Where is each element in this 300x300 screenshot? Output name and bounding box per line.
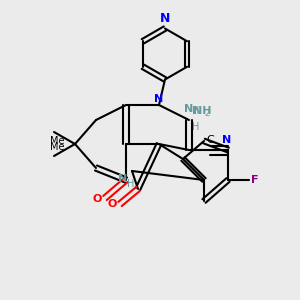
Text: N: N (222, 135, 231, 145)
Text: 2: 2 (205, 109, 210, 118)
Text: N: N (154, 94, 164, 103)
Text: N: N (118, 174, 128, 184)
Text: N: N (160, 12, 170, 25)
Text: Me: Me (50, 142, 64, 152)
Text: N: N (184, 104, 194, 114)
Text: Me: Me (50, 136, 64, 146)
Text: O: O (108, 199, 117, 209)
Text: C: C (206, 135, 214, 145)
Text: F: F (250, 175, 258, 185)
Text: H: H (127, 179, 134, 189)
Text: O: O (93, 194, 102, 205)
Text: H: H (192, 122, 200, 131)
Text: H: H (192, 106, 200, 116)
Text: NH: NH (194, 106, 212, 116)
